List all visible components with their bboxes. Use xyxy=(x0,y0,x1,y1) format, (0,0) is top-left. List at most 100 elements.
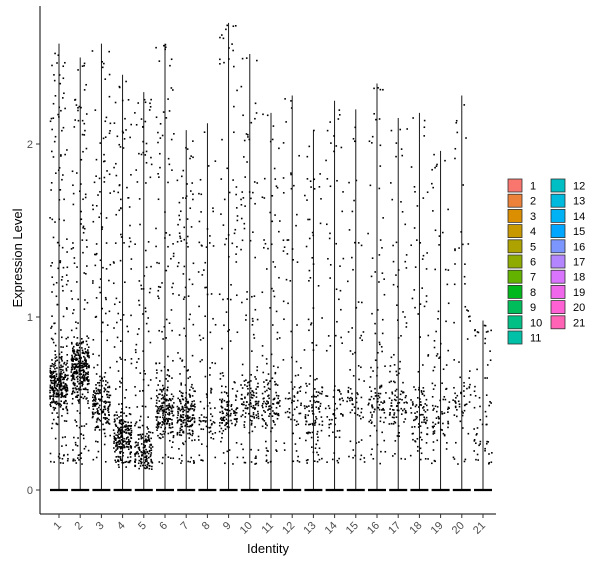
data-point xyxy=(307,458,309,461)
data-point xyxy=(188,429,191,431)
data-point xyxy=(98,406,100,409)
data-point xyxy=(60,336,63,339)
data-point xyxy=(73,352,75,355)
data-point xyxy=(203,269,205,271)
data-point xyxy=(187,377,190,380)
data-point xyxy=(148,291,151,294)
data-point xyxy=(147,456,150,459)
data-point xyxy=(122,440,125,442)
data-point xyxy=(395,416,398,418)
x-tick-label-6: 6 xyxy=(157,520,170,533)
data-point xyxy=(167,369,170,372)
data-point xyxy=(206,405,209,407)
data-point xyxy=(464,458,467,461)
data-point xyxy=(74,387,77,389)
data-point xyxy=(179,427,182,430)
data-point xyxy=(54,370,57,373)
data-point xyxy=(167,386,169,389)
data-point xyxy=(188,318,191,321)
data-point xyxy=(257,386,259,388)
data-point xyxy=(95,390,98,392)
data-point xyxy=(290,100,292,102)
data-point xyxy=(340,308,342,311)
data-point xyxy=(182,273,185,275)
data-point xyxy=(143,98,146,101)
data-point xyxy=(341,397,343,400)
data-point xyxy=(247,412,250,415)
data-point xyxy=(168,403,171,405)
data-point xyxy=(113,122,116,124)
data-point xyxy=(236,407,239,410)
data-point xyxy=(411,426,413,428)
data-point xyxy=(297,455,299,458)
data-point xyxy=(376,398,379,400)
data-point xyxy=(142,125,144,128)
data-point xyxy=(191,429,194,432)
data-point xyxy=(489,400,491,403)
x-tick-label-7: 7 xyxy=(179,520,192,533)
data-point xyxy=(54,357,57,359)
data-point xyxy=(98,384,101,387)
data-point xyxy=(116,336,119,339)
data-point xyxy=(168,110,171,112)
data-point xyxy=(296,392,299,394)
data-point xyxy=(124,359,127,361)
data-point xyxy=(144,373,147,375)
data-point xyxy=(313,460,316,463)
data-point xyxy=(434,229,437,232)
data-point xyxy=(52,375,55,378)
data-point xyxy=(421,393,424,395)
data-point xyxy=(118,436,120,439)
data-point xyxy=(463,409,466,412)
data-point xyxy=(113,303,116,306)
data-point xyxy=(84,359,86,361)
data-point xyxy=(159,286,162,288)
data-point xyxy=(262,406,264,409)
data-point xyxy=(254,403,257,406)
data-point xyxy=(184,286,187,289)
data-point xyxy=(92,403,95,406)
data-point xyxy=(164,398,167,400)
data-point xyxy=(104,402,107,405)
data-point xyxy=(54,52,56,55)
data-point xyxy=(209,430,212,433)
data-point xyxy=(306,199,308,201)
data-point xyxy=(241,387,244,389)
data-point xyxy=(99,379,102,382)
data-point xyxy=(167,265,169,268)
data-point xyxy=(304,414,307,416)
data-point xyxy=(297,374,300,376)
y-tick-label: 0 xyxy=(27,485,33,497)
data-point xyxy=(118,421,121,424)
data-point xyxy=(453,283,456,286)
data-point xyxy=(388,397,391,399)
data-point xyxy=(138,467,140,470)
data-point xyxy=(396,304,398,307)
data-point xyxy=(214,362,217,365)
data-point xyxy=(159,416,161,419)
data-point xyxy=(416,416,418,418)
data-point xyxy=(73,257,76,259)
data-point xyxy=(57,267,60,270)
data-point xyxy=(358,415,361,417)
data-point xyxy=(176,405,179,408)
data-point xyxy=(338,114,341,116)
data-point xyxy=(73,378,76,381)
data-point xyxy=(225,423,227,426)
data-point xyxy=(331,418,333,421)
data-point xyxy=(178,408,180,410)
data-point xyxy=(466,309,468,311)
data-point xyxy=(382,217,384,219)
data-point xyxy=(272,420,275,422)
data-point xyxy=(276,338,279,340)
data-point xyxy=(71,373,74,376)
data-point xyxy=(155,416,157,418)
data-point xyxy=(476,432,478,435)
data-point xyxy=(486,377,488,379)
data-point xyxy=(130,268,133,270)
data-point xyxy=(251,420,253,422)
data-point xyxy=(422,407,424,409)
data-point xyxy=(244,416,247,418)
data-point xyxy=(79,396,82,399)
x-tick-label-10: 10 xyxy=(238,520,255,537)
